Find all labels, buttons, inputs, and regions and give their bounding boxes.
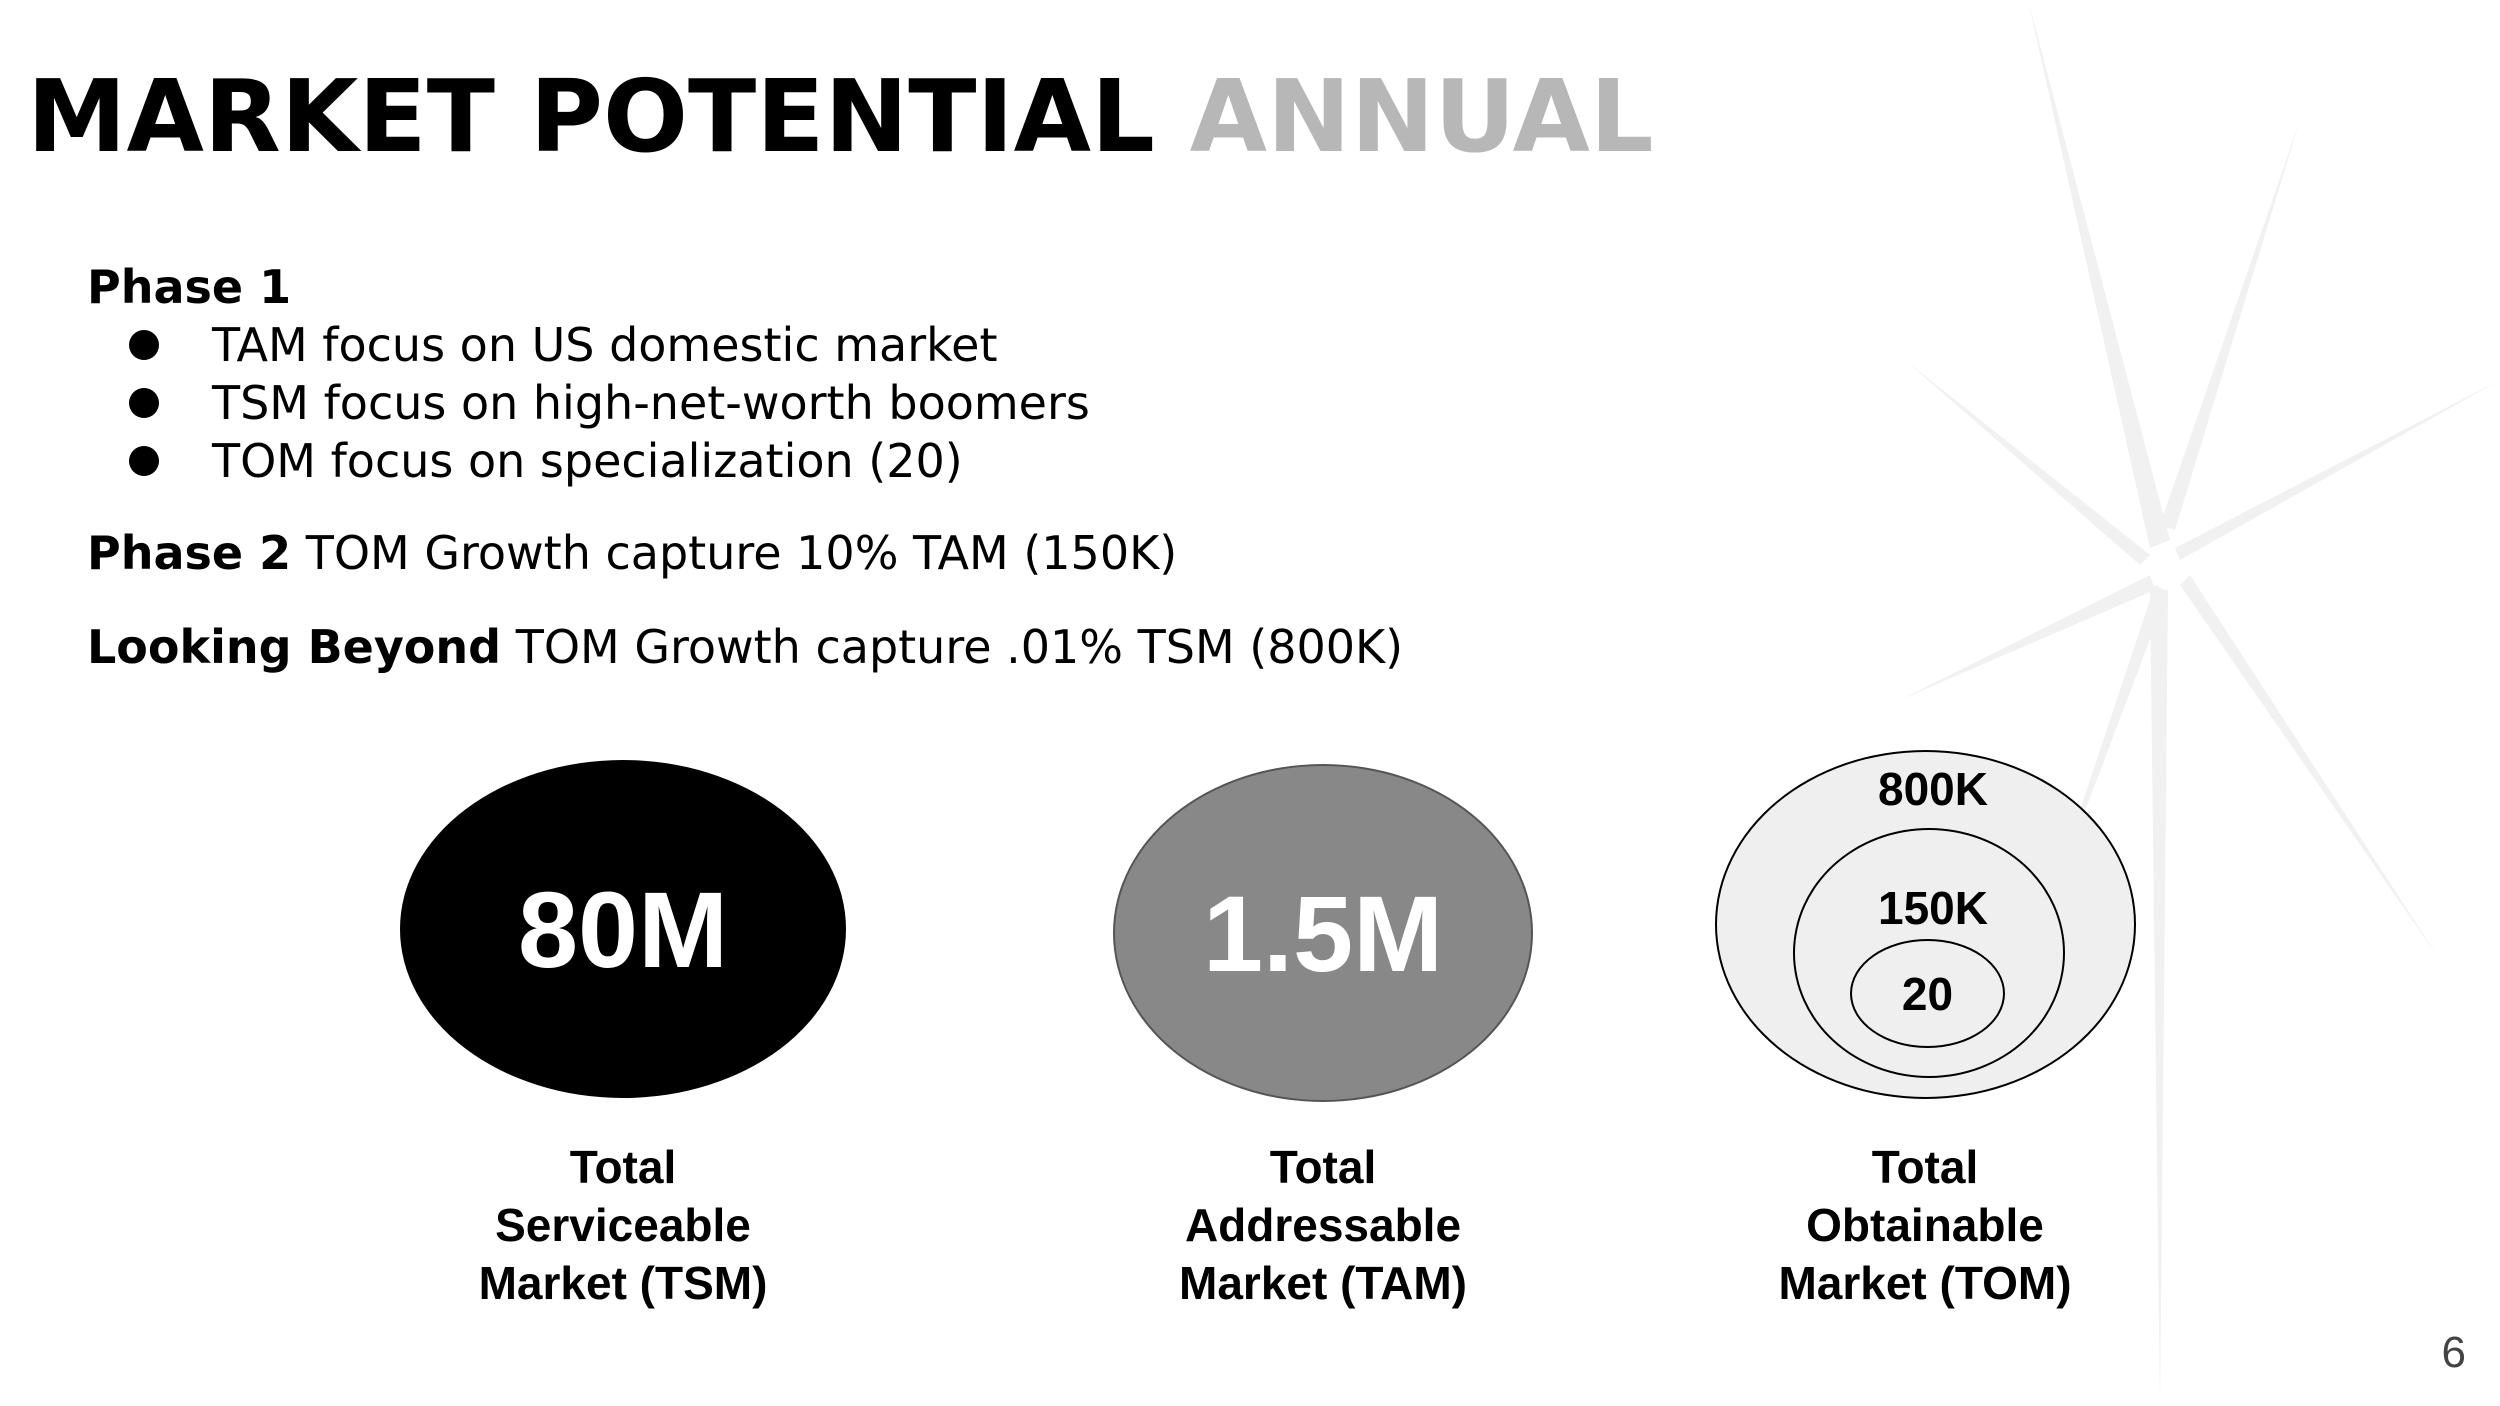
tom-inner-value: 20 bbox=[1901, 967, 1954, 1020]
bullet-text: TAM focus on US domestic market bbox=[212, 318, 998, 372]
bullet-dot-icon bbox=[129, 446, 159, 476]
bullet-text: TOM focus on specialization (20) bbox=[212, 434, 963, 488]
tsm-ellipse: 80M bbox=[400, 760, 846, 1098]
phase1-bullet-list: TAM focus on US domestic market TSM focu… bbox=[87, 316, 1403, 490]
tsm-caption-line: Market (TSM) bbox=[478, 1257, 768, 1309]
bullet-item: TOM focus on specialization (20) bbox=[87, 432, 1403, 490]
title-main-text: MARKET POTENTIAL bbox=[27, 58, 1155, 175]
tsm-caption-line: Total bbox=[569, 1141, 677, 1193]
bullet-item: TAM focus on US domestic market bbox=[87, 316, 1403, 374]
phase2-paragraph: Phase 2 TOM Growth capture 10% TAM (150K… bbox=[87, 524, 1403, 582]
tom-inner-ellipse: 20 bbox=[1850, 939, 2005, 1048]
tam-caption: Total Addressable Market (TAM) bbox=[1103, 1138, 1543, 1312]
tam-caption-line: Total bbox=[1269, 1141, 1377, 1193]
looking-beyond-text: TOM Growth capture .01% TSM (800K) bbox=[515, 620, 1404, 674]
page-number: 6 bbox=[2441, 1328, 2466, 1377]
slide-body-text: Phase 1 TAM focus on US domestic market … bbox=[87, 258, 1403, 712]
bullet-dot-icon bbox=[129, 388, 159, 418]
tsm-value: 80M bbox=[517, 868, 729, 990]
phase2-text: TOM Growth capture 10% TAM (150K) bbox=[305, 526, 1178, 580]
tam-value: 1.5M bbox=[1202, 872, 1444, 994]
tom-caption-line: Total bbox=[1871, 1141, 1979, 1193]
phase1-heading: Phase 1 bbox=[87, 260, 292, 314]
tom-caption-line: Obtainable bbox=[1806, 1199, 2044, 1251]
tam-caption-line: Market (TAM) bbox=[1179, 1257, 1467, 1309]
bullet-item: TSM focus on high-net-worth boomers bbox=[87, 374, 1403, 432]
tam-ellipse: 1.5M bbox=[1113, 764, 1533, 1102]
slide-title: MARKET POTENTIAL ANNUAL bbox=[27, 62, 1654, 172]
looking-beyond-paragraph: Looking Beyond TOM Growth capture .01% T… bbox=[87, 618, 1403, 676]
looking-beyond-heading: Looking Beyond bbox=[87, 620, 502, 674]
bullet-dot-icon bbox=[129, 330, 159, 360]
tom-middle-value: 150K bbox=[1878, 882, 1988, 934]
phase2-heading: Phase 2 bbox=[87, 526, 292, 580]
tom-outer-value: 800K bbox=[1878, 763, 1988, 815]
bullet-text: TSM focus on high-net-worth boomers bbox=[212, 376, 1090, 430]
tsm-caption-line: Serviceable bbox=[495, 1199, 751, 1251]
tom-caption: Total Obtainable Market (TOM) bbox=[1705, 1138, 2145, 1312]
title-accent-text: ANNUAL bbox=[1189, 58, 1654, 175]
tom-caption-line: Market (TOM) bbox=[1778, 1257, 2072, 1309]
tam-caption-line: Addressable bbox=[1184, 1199, 1462, 1251]
tsm-caption: Total Serviceable Market (TSM) bbox=[403, 1138, 843, 1312]
